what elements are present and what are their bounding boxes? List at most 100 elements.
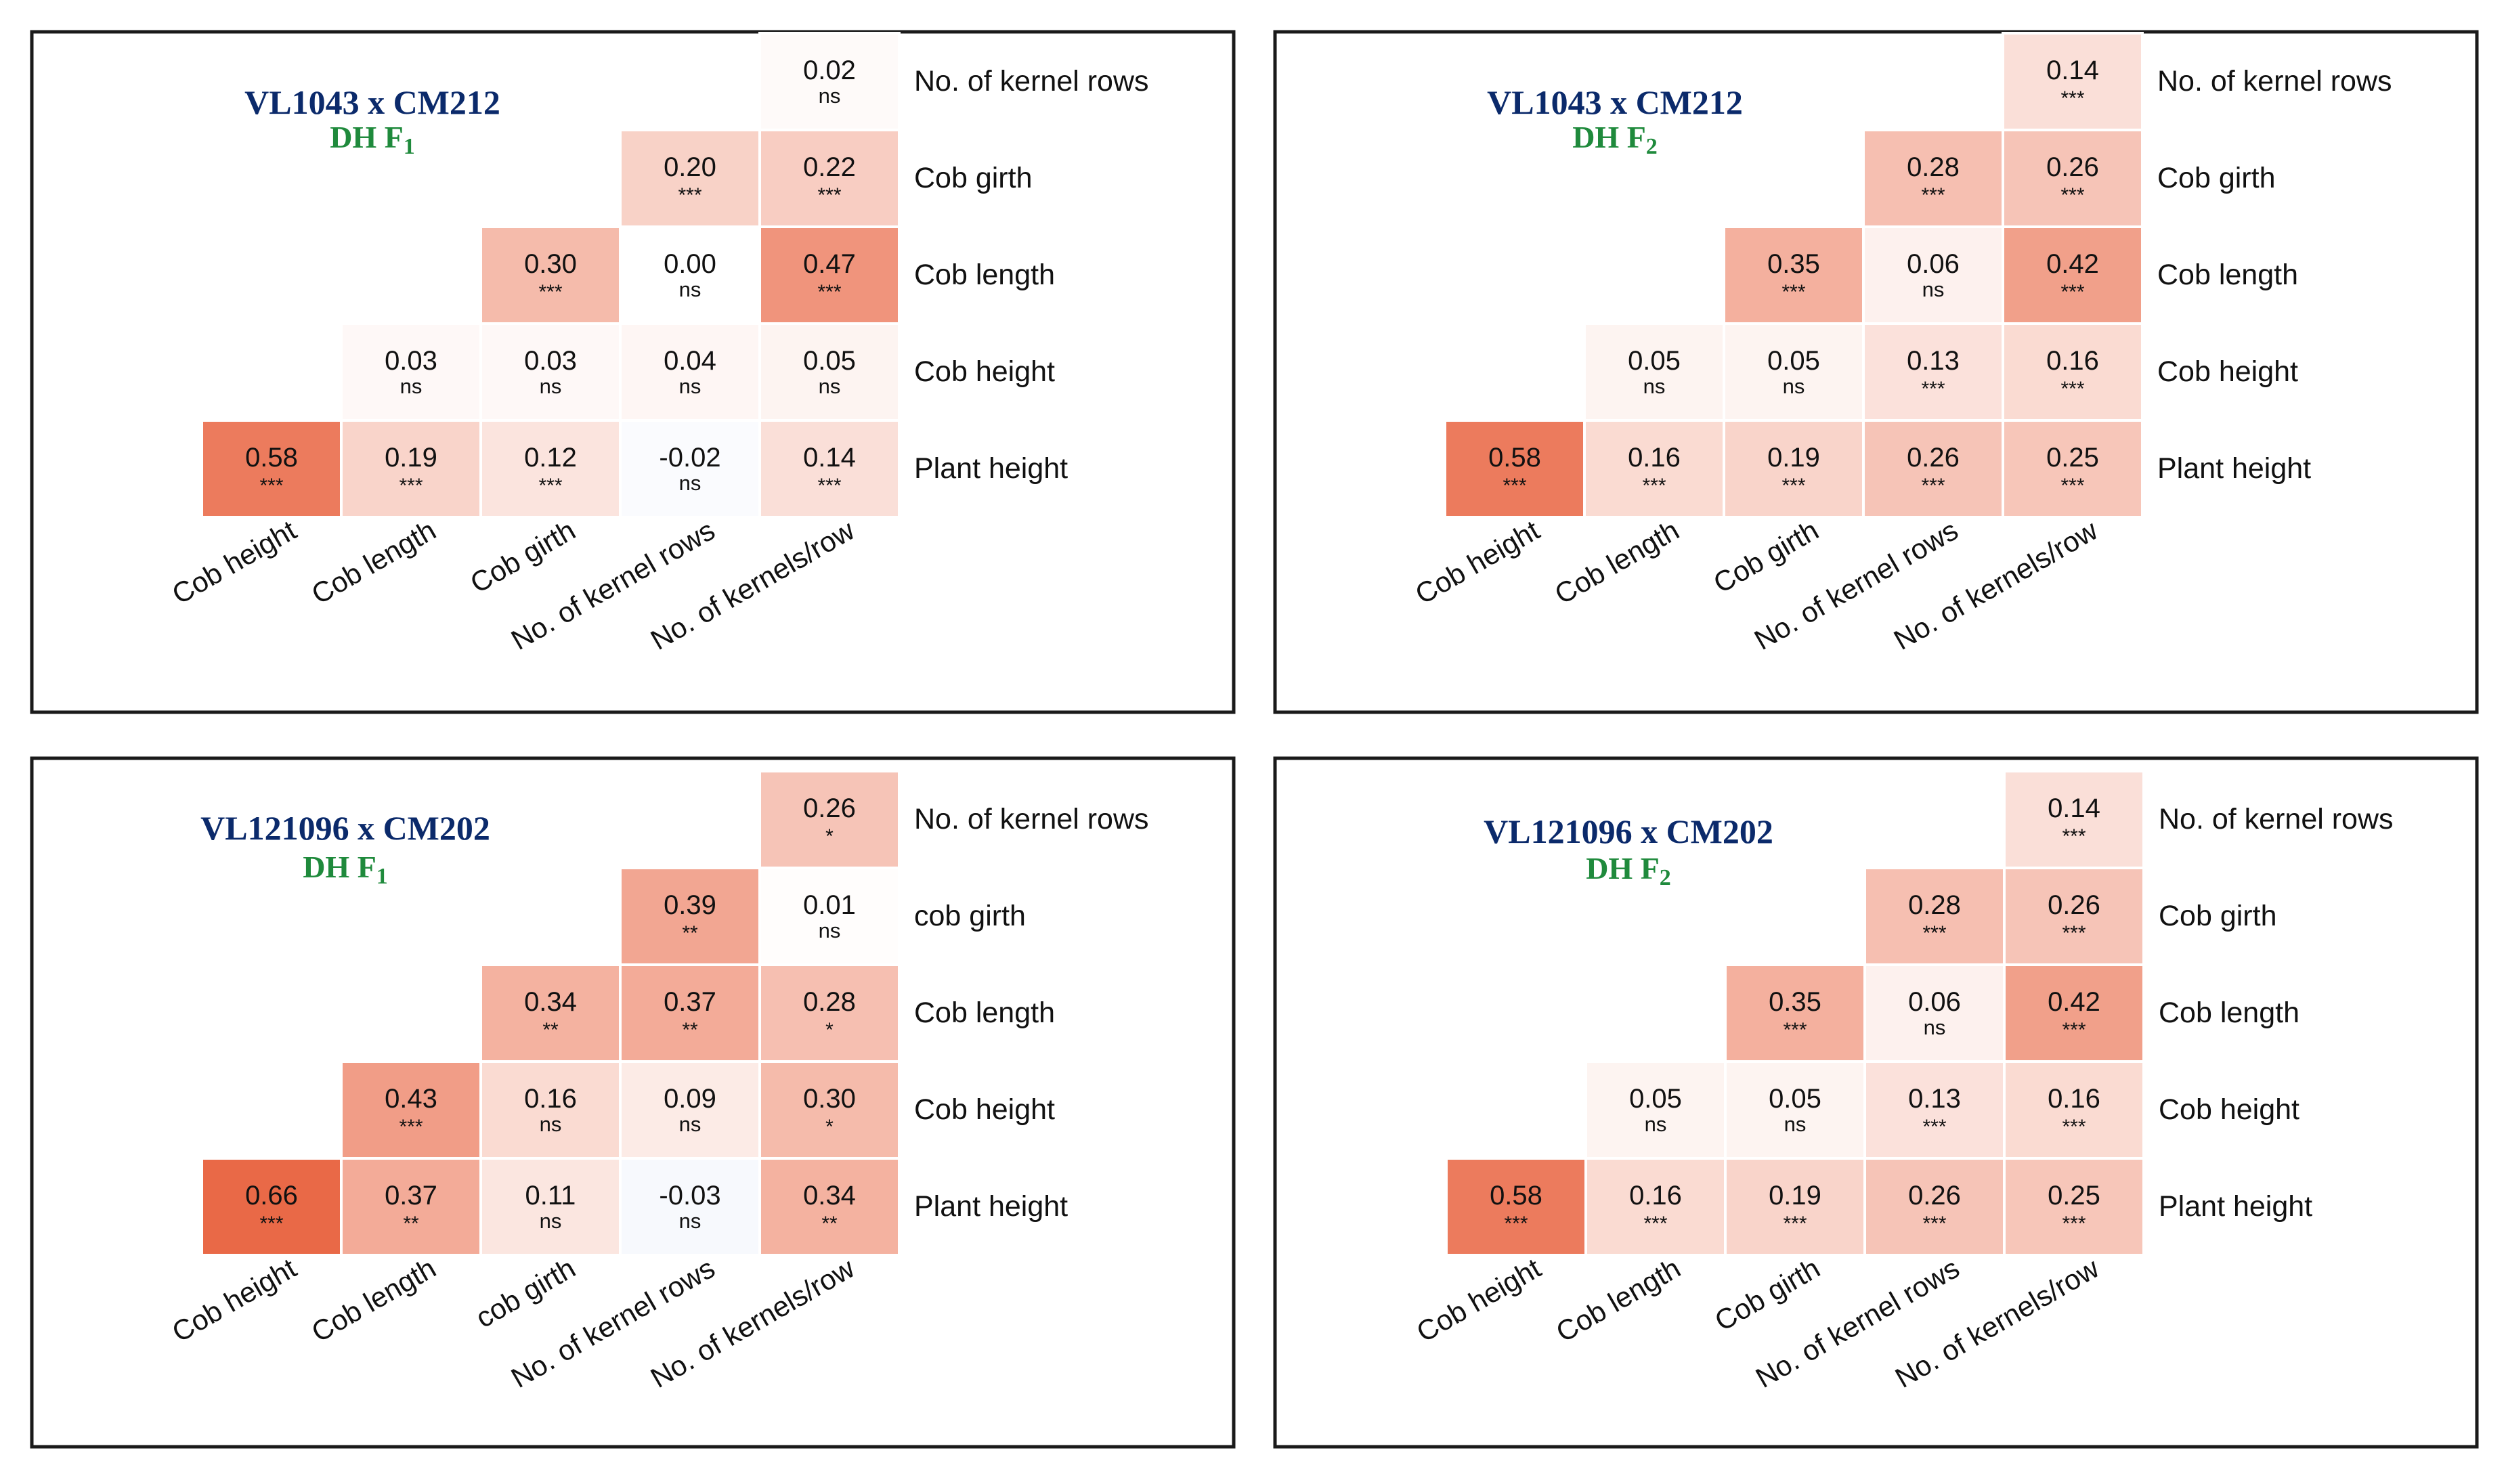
heatmap-cell [1723,419,1865,519]
heatmap-cell [758,770,901,869]
heatmap-cell [758,1157,901,1257]
heatmap-cell [1584,1157,1727,1257]
cell-significance: ns [1784,1112,1807,1136]
cell-value: 0.19 [1767,443,1820,473]
cell-significance: ns [819,84,841,108]
cell-value: 0.28 [803,987,856,1017]
heatmap-cell [2003,963,2145,1063]
cell-significance: *** [399,475,423,497]
heatmap-cell [2003,770,2145,869]
heatmap-cell [1862,129,2004,228]
cell-significance: ** [821,1213,838,1235]
cell-significance: ** [682,922,698,944]
cell-significance: *** [2060,378,2084,400]
heatmap-cell [758,419,901,519]
cell-significance: * [825,825,834,848]
heatmap-cell [340,322,482,422]
cell-value: 0.34 [803,1181,856,1210]
cell-value: 0.28 [1908,890,1961,920]
heatmap-cell [479,419,622,519]
cell-significance: *** [1642,475,1666,497]
cell-value: 0.04 [664,346,716,376]
cell-value: 0.20 [664,152,716,182]
cell-value: 0.13 [1908,1084,1961,1114]
cell-value: 0.25 [2046,443,2099,473]
cell-value: 0.26 [2048,890,2100,920]
cell-significance: ns [679,471,701,495]
row-label: Cob height [2159,1093,2299,1126]
cell-significance: *** [1922,1213,1946,1235]
heatmap-cell [1724,1060,1866,1160]
cell-significance: *** [2060,184,2084,206]
cell-significance: ** [403,1213,419,1235]
cell-significance: *** [259,1213,283,1235]
cell-value: 0.42 [2046,249,2099,279]
cell-value: 0.03 [524,346,577,376]
cell-value: 0.42 [2048,987,2100,1017]
heatmap-cell [758,963,901,1063]
cell-value: 0.58 [1490,1181,1542,1210]
heatmap-cell [619,1060,761,1160]
cell-significance: ns [540,1112,562,1136]
cell-value: 0.37 [664,987,716,1017]
panel-subtitle: DH F1 [303,850,388,889]
row-label: Cob girth [2157,162,2275,194]
panel-title: VL1043 x CM212 [1487,83,1743,121]
heatmap-cell [479,1060,622,1160]
cell-value: 0.09 [664,1084,716,1114]
cell-value: 0.19 [385,443,437,473]
row-label: Cob girth [914,162,1032,194]
cell-value: 0.16 [1628,443,1681,473]
heatmap-cell [340,1157,482,1257]
cell-value: 0.01 [803,890,856,920]
cell-value: 0.06 [1908,987,1961,1017]
row-label: Cob height [914,355,1055,388]
cell-significance: *** [399,1116,423,1138]
heatmap-cell [2002,32,2144,131]
cell-value: 0.58 [1488,443,1541,473]
row-label: Cob length [914,997,1055,1029]
cell-significance: * [825,1019,834,1041]
cell-value: 0.28 [1907,152,1960,182]
row-label: No. of kernel rows [914,803,1149,835]
heatmap-cell [758,1060,901,1160]
cell-significance: ns [819,919,841,942]
cell-significance: ns [1922,278,1945,301]
cell-value: 0.00 [664,249,716,279]
cell-significance: *** [2062,825,2086,848]
panel-subtitle: DH F2 [1572,120,1658,159]
cell-significance: *** [1922,922,1946,944]
cell-value: -0.03 [659,1181,720,1210]
cell-value: 0.16 [1629,1181,1682,1210]
cell-significance: *** [817,184,841,206]
cell-significance: ns [679,1112,701,1136]
row-label: Cob height [914,1093,1055,1126]
cell-value: 0.26 [2046,152,2099,182]
cell-value: -0.02 [659,443,720,473]
cell-value: 0.25 [2048,1181,2100,1210]
heatmap-cell [1724,963,1866,1063]
cell-value: 0.26 [1907,443,1960,473]
cell-value: 0.11 [525,1181,576,1210]
cell-significance: *** [538,281,562,303]
heatmap-cell [758,322,901,422]
cell-value: 0.19 [1769,1181,1821,1210]
row-label: Plant height [2157,452,2311,485]
row-label: Plant height [2159,1190,2312,1223]
row-label: Cob length [914,259,1055,291]
row-label: cob girth [914,900,1026,932]
heatmap-cell [2002,129,2144,228]
cell-value: 0.14 [2046,56,2099,85]
cell-significance: *** [538,475,562,497]
cell-significance: ** [682,1019,698,1041]
row-label: Cob length [2157,259,2298,291]
cell-significance: *** [1503,475,1526,497]
row-label: Cob length [2159,997,2299,1029]
cell-value: 0.05 [1629,1084,1682,1114]
cell-value: 0.66 [245,1181,298,1210]
heatmap-cell [2002,225,2144,325]
cell-significance: *** [2060,281,2084,303]
cell-value: 0.14 [803,443,856,473]
row-label: Cob girth [2159,900,2276,932]
